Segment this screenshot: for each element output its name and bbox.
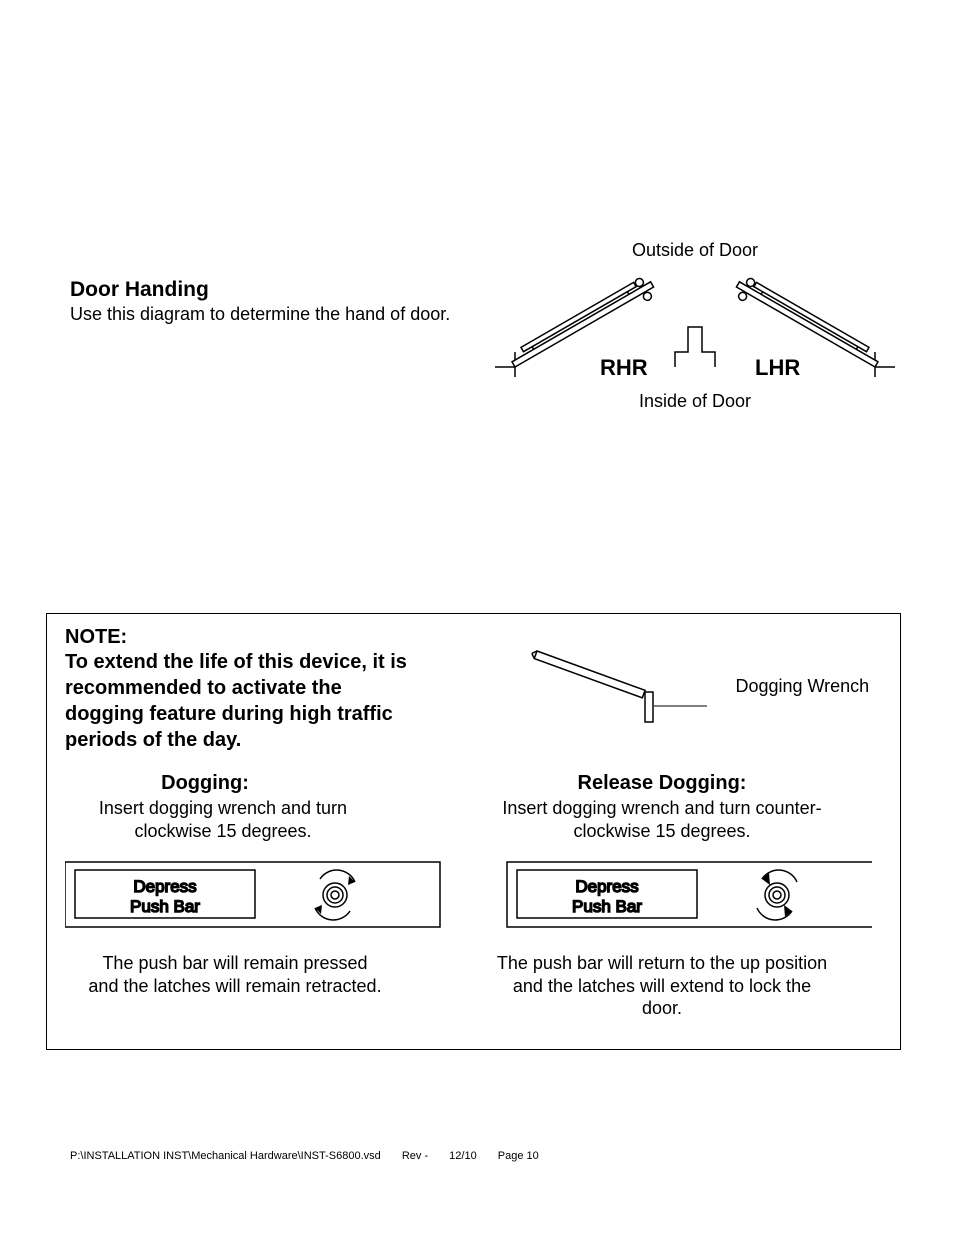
release-device-diagram: Depress Push Bar [492,852,872,942]
door-handing-block: Door Handing Use this diagram to determi… [70,278,490,325]
inside-of-door-label: Inside of Door [495,391,895,412]
dogging-heading: Dogging: [65,772,345,795]
svg-text:Depress: Depress [133,877,196,896]
footer: P:\INSTALLATION INST\Mechanical Hardware… [70,1150,557,1162]
wrench-label: Dogging Wrench [735,676,869,697]
svg-text:Depress: Depress [575,877,638,896]
release-column: Release Dogging: Insert dogging wrench a… [492,772,892,1020]
dogging-column: Dogging: Insert dogging wrench and turn … [65,772,465,997]
door-handing-subtitle: Use this diagram to determine the hand o… [70,304,490,325]
footer-page: Page 10 [498,1150,539,1162]
dogging-instruction: Insert dogging wrench and turn clockwise… [83,797,363,842]
release-instruction: Insert dogging wrench and turn counter-c… [492,797,832,842]
outside-of-door-label: Outside of Door [495,240,895,261]
svg-text:Push Bar: Push Bar [130,897,200,916]
note-body: To extend the life of this device, it is… [65,649,425,753]
release-heading: Release Dogging: [492,772,832,795]
footer-date: 12/10 [449,1150,477,1162]
wrench-icon [527,646,727,726]
release-result: The push bar will return to the up posit… [492,952,832,1020]
note-heading: NOTE: [65,626,425,649]
handing-svg: RHR LHR [495,267,895,382]
footer-path: P:\INSTALLATION INST\Mechanical Hardware… [70,1150,381,1162]
svg-text:Push Bar: Push Bar [572,897,642,916]
dogging-result: The push bar will remain pressed and the… [85,952,385,997]
dogging-device-diagram: Depress Push Bar [65,852,445,942]
rhr-label: RHR [600,355,648,380]
lhr-label: LHR [755,355,800,380]
door-handing-diagram: Outside of Door [495,240,895,412]
note-text-block: NOTE: To extend the life of this device,… [65,626,425,753]
door-handing-title: Door Handing [70,278,490,302]
footer-rev: Rev - [402,1150,428,1162]
note-box: NOTE: To extend the life of this device,… [46,613,901,1050]
wrench-block: Dogging Wrench [527,646,887,726]
